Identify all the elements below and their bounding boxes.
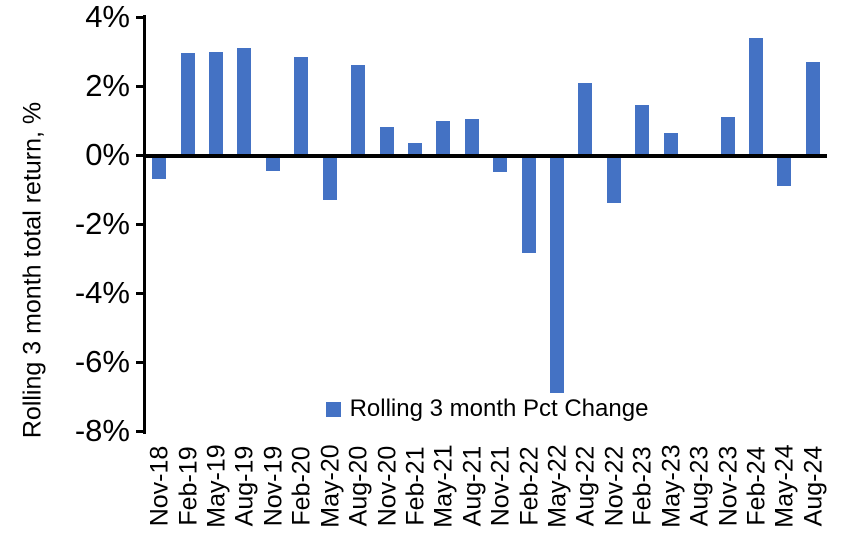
bar-May-24 (777, 155, 792, 187)
bar-Aug-24 (805, 61, 820, 155)
bar-Nov-21 (493, 155, 508, 173)
y-axis-tick-mark (136, 15, 146, 19)
x-axis-label-Nov-22: Nov-22 (600, 445, 629, 527)
x-axis-label-Aug-24: Aug-24 (799, 445, 828, 527)
x-axis-label-Nov-21: Nov-21 (486, 445, 515, 527)
x-axis-label-May-21: May-21 (429, 444, 458, 528)
bar-Aug-20 (351, 65, 366, 155)
bar-Feb-23 (635, 104, 650, 155)
y-axis-tick-label: -4% (74, 275, 130, 310)
bar-Nov-19 (265, 155, 280, 171)
bar-Aug-19 (237, 48, 252, 155)
y-axis-tick-mark (136, 84, 146, 88)
bar-May-19 (209, 51, 224, 155)
bar-Feb-19 (180, 53, 195, 155)
x-axis-label-Nov-23: Nov-23 (714, 445, 743, 527)
x-axis-label-Feb-19: Feb-19 (174, 446, 203, 526)
bar-May-20 (322, 155, 337, 200)
x-axis-label-Nov-18: Nov-18 (145, 445, 174, 527)
bar-Nov-22 (606, 155, 621, 204)
bar-May-22 (550, 155, 565, 394)
bar-Feb-20 (294, 56, 309, 155)
y-axis-tick-mark (136, 429, 146, 433)
bar-Feb-21 (407, 142, 422, 155)
x-axis-label-Feb-21: Feb-21 (401, 446, 430, 526)
x-axis-label-Aug-21: Aug-21 (458, 445, 487, 527)
y-axis-tick-mark (136, 360, 146, 364)
x-axis-label-Aug-22: Aug-22 (571, 445, 600, 527)
x-axis-label-May-19: May-19 (202, 444, 231, 528)
legend-color-swatch-icon (325, 401, 341, 417)
bar-Feb-24 (748, 37, 763, 155)
x-axis-label-Nov-20: Nov-20 (373, 445, 402, 527)
x-axis-label-Feb-20: Feb-20 (287, 446, 316, 526)
y-axis-title: Rolling 3 month total return, % (18, 101, 47, 439)
y-axis-tick-mark (136, 222, 146, 226)
x-axis-label-Feb-22: Feb-22 (515, 446, 544, 526)
x-axis-label-May-22: May-22 (543, 444, 572, 528)
bar-Nov-18 (152, 155, 167, 180)
bar-Aug-22 (578, 82, 593, 155)
bar-Nov-20 (379, 127, 394, 155)
bar-May-23 (663, 132, 678, 155)
x-axis-label-May-24: May-24 (770, 444, 799, 528)
y-axis-tick-label: -2% (74, 206, 130, 241)
x-axis-label-May-20: May-20 (316, 444, 345, 528)
y-axis-tick-label: -6% (74, 344, 130, 379)
x-axis-label-May-23: May-23 (657, 444, 686, 528)
bar-May-21 (436, 120, 451, 155)
x-axis-label-Aug-19: Aug-19 (230, 445, 259, 527)
x-axis-label-Feb-23: Feb-23 (628, 446, 657, 526)
y-axis-tick-label: 4% (85, 0, 130, 34)
bar-Nov-23 (720, 117, 735, 155)
x-axis-label-Aug-23: Aug-23 (685, 445, 714, 527)
y-axis-tick-label: -8% (74, 413, 130, 448)
y-axis-tick-label: 0% (85, 137, 130, 172)
x-axis-zero-line (143, 153, 827, 158)
y-axis-tick-mark (136, 291, 146, 295)
x-axis-label-Feb-24: Feb-24 (742, 446, 771, 526)
bar-Feb-22 (521, 155, 536, 254)
legend: Rolling 3 month Pct Change (145, 395, 829, 423)
legend-label: Rolling 3 month Pct Change (349, 395, 649, 422)
x-axis-label-Nov-19: Nov-19 (259, 445, 288, 527)
bar-Aug-21 (464, 118, 479, 155)
y-axis-tick-label: 2% (85, 68, 130, 103)
x-axis-label-Aug-20: Aug-20 (344, 445, 373, 527)
y-axis-tick-mark (136, 153, 146, 157)
